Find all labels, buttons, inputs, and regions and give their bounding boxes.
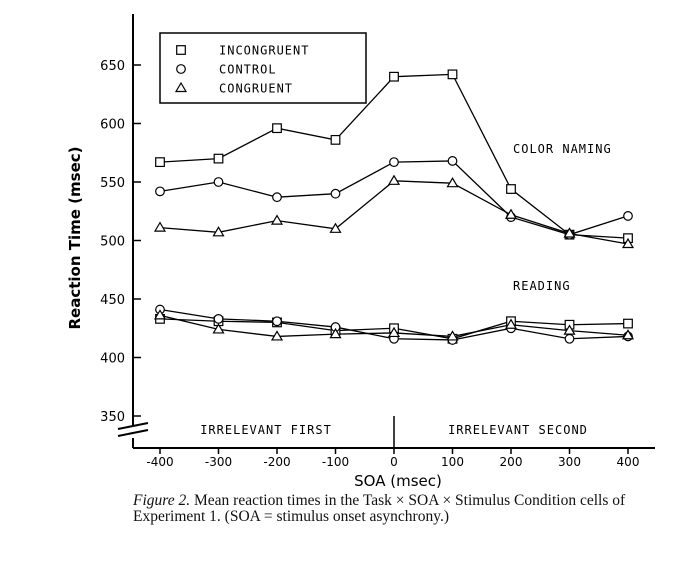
data-point-color-naming-control (623, 211, 633, 221)
x-tick-label: -400 (146, 455, 173, 469)
axis-break-mark (117, 422, 149, 430)
data-point-color-naming-incongruent (330, 134, 341, 145)
y-tick-label: 400 (100, 352, 125, 367)
data-point-color-naming-control (330, 188, 341, 199)
data-point-color-naming-incongruent (155, 157, 165, 168)
region-label-irrelevant-first: IRRELEVANT FIRST (200, 423, 332, 437)
data-point-reading-congruent (270, 330, 284, 341)
data-point-reading-congruent (504, 318, 518, 329)
legend-triangle-icon (174, 81, 188, 93)
data-point-color-naming-congruent (153, 221, 167, 232)
legend-label-congruent: CONGRUENT (219, 82, 293, 96)
data-point-color-naming-congruent (329, 222, 342, 233)
data-point-reading-congruent (212, 323, 225, 334)
figure-caption: Figure 2. Mean reaction times in the Tas… (133, 493, 658, 525)
data-point-reading-congruent (329, 327, 342, 339)
x-tick-label: -100 (322, 455, 349, 469)
axes: 350 400 450 500 550 600 650 -400 -300 -200 -100 0 10… (100, 14, 655, 469)
y-axis-label: Reaction Time (msec) (66, 147, 84, 330)
series-markers (153, 69, 635, 345)
data-point-reading-congruent (153, 309, 167, 320)
data-point-color-naming-incongruent (272, 123, 282, 134)
data-point-reading-control (272, 316, 282, 327)
series-line-color-naming-congruent (159, 180, 629, 245)
caption-text: Mean reaction times in the Task × SOA × … (133, 492, 626, 525)
data-point-color-naming-incongruent (506, 184, 516, 194)
legend-label-incongruent: INCONGRUENT (219, 44, 309, 58)
x-tick-label: 400 (617, 455, 640, 469)
x-tick-label: -300 (205, 455, 232, 469)
axis-break-mark (117, 429, 149, 437)
data-point-reading-congruent (387, 326, 401, 338)
series-lines (159, 73, 629, 341)
data-point-reading-congruent (621, 329, 635, 340)
data-point-color-naming-control (213, 177, 224, 187)
y-tick-label: 600 (100, 118, 125, 133)
legend-label-control: CONTROL (219, 63, 277, 77)
data-point-color-naming-congruent (563, 227, 576, 238)
y-tick-label: 350 (100, 410, 125, 425)
figure-label: Figure 2. (133, 492, 191, 509)
x-tick-label: 300 (558, 455, 581, 469)
data-point-reading-congruent (446, 330, 459, 341)
data-point-reading-incongruent (623, 318, 633, 329)
data-point-color-naming-congruent (270, 214, 284, 225)
panel-label-color-naming: COLOR NAMING (513, 142, 612, 156)
data-point-color-naming-control (155, 186, 165, 197)
data-point-color-naming-congruent (387, 174, 401, 185)
y-tick-label: 550 (100, 176, 125, 191)
x-tick-label: -200 (263, 455, 290, 469)
region-label-irrelevant-second: IRRELEVANT SECOND (448, 423, 588, 437)
panel-label-reading: READING (513, 279, 571, 293)
y-tick-label: 450 (100, 293, 125, 308)
data-point-color-naming-congruent (504, 208, 518, 219)
data-point-color-naming-congruent (446, 176, 459, 188)
legend-box (159, 32, 367, 104)
data-point-color-naming-control (447, 156, 458, 166)
series-line-color-naming-control (159, 160, 629, 236)
y-tick-label: 650 (100, 59, 125, 74)
data-point-color-naming-incongruent (447, 69, 458, 80)
legend: INCONGRUENT CONTROL CONGRUENT (159, 32, 367, 104)
reaction-time-chart: 350 400 450 500 550 600 650 -400 -300 -200 -100 0 10… (66, 14, 655, 490)
data-point-reading-control (213, 313, 224, 324)
data-point-color-naming-control (272, 192, 282, 203)
x-axis-label: SOA (msec) (354, 472, 442, 490)
data-point-color-naming-incongruent (389, 71, 399, 82)
x-tick-label: 200 (500, 455, 523, 469)
x-tick-label: 0 (390, 455, 398, 469)
x-tick-label: 100 (441, 455, 464, 469)
legend-circle-icon (176, 64, 186, 74)
data-point-color-naming-congruent (621, 237, 635, 249)
data-point-color-naming-control (389, 157, 399, 168)
data-point-color-naming-congruent (212, 226, 225, 237)
data-point-reading-control (564, 333, 575, 344)
y-tick-label: 500 (100, 235, 125, 250)
data-point-reading-congruent (563, 324, 576, 335)
data-point-color-naming-incongruent (213, 153, 224, 164)
legend-square-icon (176, 45, 186, 55)
